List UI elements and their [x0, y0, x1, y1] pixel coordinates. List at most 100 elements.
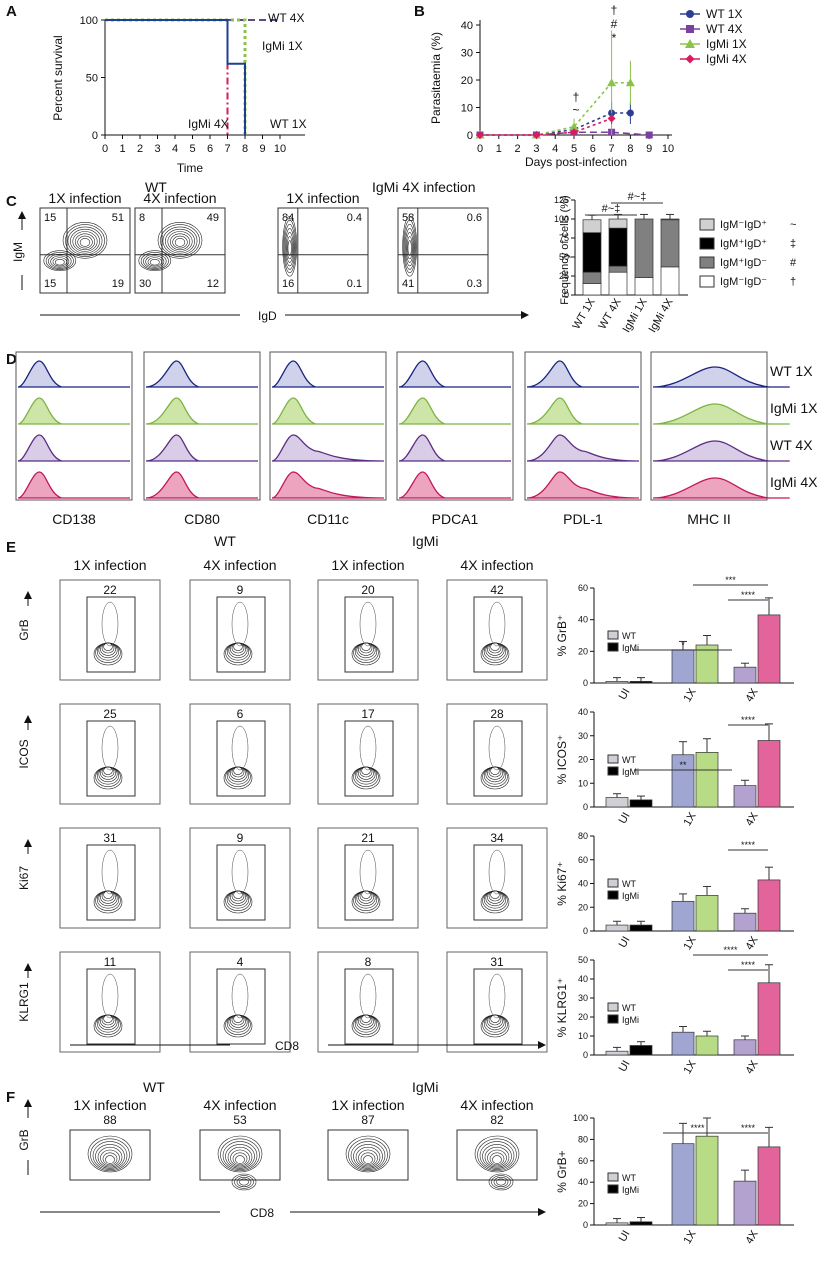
panelE-bar-1-sig-label: **: [679, 760, 687, 770]
panelB-xtick-label: 7: [609, 143, 615, 155]
panelE-flow-plot: 6: [189, 703, 291, 805]
panelA-series-1: [105, 18, 247, 135]
contour-ring: [231, 725, 249, 771]
panelD-marker-label: MHC II: [687, 511, 731, 527]
panelE-gate: [216, 596, 266, 673]
panelF-wt-header: WT: [143, 1079, 165, 1095]
contour-ring: [174, 238, 186, 247]
panelD-histogram: [271, 434, 385, 462]
contour-ring: [363, 1155, 373, 1164]
contour-ring: [101, 725, 119, 771]
panelB-legend-marker: [686, 10, 694, 18]
contour-ring: [361, 1014, 371, 1023]
panelD-histogram: [145, 471, 258, 499]
panelE-bar-3-ytick-label: 30: [578, 993, 588, 1003]
panelC-legend-sym: #: [790, 257, 797, 269]
contour-ring: [233, 642, 243, 651]
panelE-flow-plot: 11: [59, 951, 161, 1053]
panelD-histogram: [17, 397, 130, 425]
panelB-xtick-label: 3: [533, 143, 539, 155]
panelE-bar-0-legend-label: WT: [622, 631, 636, 641]
contour-ring: [231, 849, 249, 895]
panelE-bar-3-bar: [733, 1039, 757, 1056]
panelB-sig-d5b: ~: [572, 103, 579, 117]
panelF-col-header: 1X infection: [331, 1097, 404, 1113]
panelE-gate-value: 31: [490, 955, 504, 969]
contour-ring: [167, 231, 193, 252]
panelE-row-marker: KLRG1: [17, 982, 31, 1022]
panelB-legend-label: WT 1X: [706, 7, 742, 21]
panelE-bar-0-xtick-label: UI: [617, 687, 633, 703]
panel-label-a: A: [6, 3, 17, 20]
panelE-gate: [344, 968, 394, 1045]
panelC-bar-ytick-label: 50: [559, 252, 569, 262]
panelD-histogram: [145, 397, 258, 425]
panelB-ylabel: Parasitaemia (%): [429, 32, 443, 124]
panelF-bar-bar: [733, 1180, 757, 1226]
panelE-bar-0-bar: [605, 681, 629, 684]
panelE-flow-plot: 31: [446, 951, 548, 1053]
panelF-bar-sig-label: ****: [690, 1123, 705, 1133]
panelE-bar-0-ytick-label: 20: [578, 646, 588, 656]
contour-ring: [359, 973, 377, 1019]
contour-ring: [490, 1014, 500, 1023]
panelE-igmi-header: IgMi: [412, 533, 438, 549]
contour-ring: [54, 259, 65, 266]
panelE-bar-3-ytick-label: 50: [578, 955, 588, 965]
panelE-flow-plot: 9: [189, 579, 291, 681]
contour-ring: [487, 1149, 507, 1167]
panelD-histogram: [526, 434, 640, 462]
panelE-flow-plot: 4: [189, 951, 291, 1053]
panelF-flow-plot: 82: [456, 1113, 538, 1191]
panelF-gate-value: 82: [490, 1113, 504, 1127]
contour-ring: [286, 236, 293, 260]
panelC-legend-sym: ~: [790, 219, 796, 231]
contour-ring: [488, 725, 506, 771]
contour-ring: [67, 226, 103, 256]
contour-ring: [62, 222, 108, 259]
panelC-q-ul: 15: [44, 212, 56, 224]
panelC-legend-label: IgM⁺IgD⁺: [720, 238, 767, 250]
panelE-bar-2-bar: [671, 900, 695, 932]
panelE-bar-1-bar: [605, 797, 629, 808]
panelE-bar-2-bar: [733, 912, 757, 932]
panelA-xtick-label: 4: [172, 143, 178, 155]
panelE-gate-value: 17: [361, 707, 375, 721]
contour-ring: [234, 1175, 254, 1189]
panelE-row-marker: GrB: [17, 619, 31, 640]
panelC-plot-title: 1X infection: [48, 190, 121, 206]
contour-ring: [95, 1144, 125, 1169]
contour-ring: [143, 253, 167, 269]
panelA-ylabel: Percent survival: [51, 35, 65, 120]
panelC-wt-header: WT: [145, 179, 167, 195]
panelF-bar-ytick-label: 20: [578, 1199, 588, 1209]
panelC-q-ur: 51: [112, 212, 124, 224]
panelB-point: [569, 122, 579, 131]
panelE-bar-3-xtick-label: 1X: [681, 1058, 698, 1076]
panelC-q-ll: 16: [282, 278, 294, 290]
panelC-bar-segment: [582, 283, 602, 296]
panelE-bar-0-ytick-label: 40: [578, 615, 588, 625]
panelE-bar-3-xtick-label: 4X: [743, 1058, 760, 1076]
panelE-gate-value: 6: [237, 707, 244, 721]
panelE-bar-1-ytick-label: 10: [578, 778, 588, 788]
contour-ring: [140, 252, 169, 270]
panelE-gate: [473, 844, 523, 921]
panelE-bar-0-legend-label: IgMi: [622, 643, 639, 653]
panelC-q-ur: 0.6: [467, 212, 482, 224]
panelE-gate-value: 9: [237, 583, 244, 597]
contour-ring: [145, 255, 165, 268]
panelD-histogram: [145, 434, 258, 462]
panelA-xtick-label: 7: [224, 143, 230, 155]
contour-ring: [405, 228, 415, 267]
panelA-label-wt4x: WT 4X: [268, 11, 304, 25]
panelE-col-header: 1X infection: [331, 557, 404, 573]
panelC-flow-plot-2: 1X infection 84 0.4 16 0.1: [277, 190, 369, 294]
panelD-histogram: [17, 434, 130, 462]
panelC-bar-xtick-label: IgMi 4X: [647, 296, 676, 335]
panelC-sig-1: #~‡: [602, 203, 621, 215]
panelD-histogram: [398, 360, 511, 388]
panelE-bar-1-xtick-label: UI: [617, 811, 633, 827]
panelB-point: [570, 128, 578, 137]
